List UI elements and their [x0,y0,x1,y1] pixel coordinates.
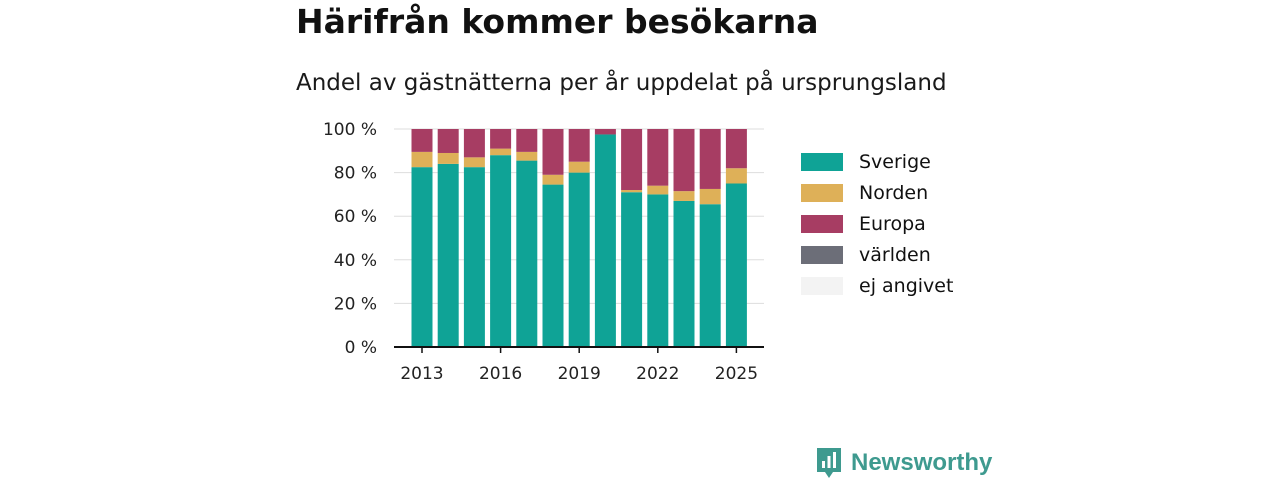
y-tick-label: 80 % [334,164,377,184]
legend: Sverige Norden Europa världen ej angivet [801,146,953,301]
x-tick-label: 2013 [400,364,443,384]
bar-segment-2015-2 [463,129,485,158]
bar-segment-2025-0 [725,183,747,347]
bar-segment-2014-1 [437,152,459,164]
y-tick-label: 60 % [334,207,377,227]
bar-segment-2024-2 [699,129,721,189]
x-tick-label: 2025 [715,364,758,384]
legend-swatch [801,214,843,233]
legend-swatch [801,276,843,295]
newsworthy-logo-icon [817,448,841,478]
bar-segment-2016-2 [490,129,512,149]
legend-item: Norden [801,177,953,208]
bar-segment-2016-1 [490,148,512,156]
bar-segment-2014-0 [437,163,459,347]
bar-segment-2018-2 [542,129,564,175]
bar-segment-2022-2 [647,129,669,186]
x-tick-label: 2019 [558,364,601,384]
bar-segment-2020-0 [594,134,616,347]
bar-segment-2025-2 [725,129,747,169]
y-tick-label: 0 % [345,338,377,358]
legend-label: Norden [859,181,929,204]
legend-item: ej angivet [801,270,953,301]
legend-label: världen [859,243,931,266]
bar-segment-2020-2 [594,129,616,135]
bar-segment-2024-0 [699,204,721,347]
chart-title: Härifrån kommer besökarna [296,2,819,41]
bar-segment-2019-0 [568,172,590,347]
bar-segment-2018-0 [542,184,564,347]
bar-segment-2019-1 [568,161,590,173]
bar-segment-2022-1 [647,185,669,195]
bar-segment-2023-2 [673,129,695,192]
bar-segment-2023-0 [673,200,695,347]
legend-item: Sverige [801,146,953,177]
legend-label: Sverige [859,150,931,173]
legend-swatch [801,245,843,264]
legend-swatch [801,152,843,171]
bar-segment-2021-2 [621,129,643,191]
legend-item: världen [801,239,953,270]
bar-segment-2017-2 [516,129,538,152]
x-tick-label: 2022 [636,364,679,384]
bar-segment-2014-2 [437,129,459,153]
bar-segment-2021-1 [621,190,643,193]
bar-segment-2024-1 [699,188,721,205]
bar-segment-2013-0 [411,167,433,347]
legend-item: Europa [801,208,953,239]
newsworthy-brand: Newsworthy [815,446,992,480]
x-tick-label: 2016 [479,364,522,384]
legend-label: Europa [859,212,926,235]
y-tick-label: 40 % [334,251,377,271]
bar-segment-2025-1 [725,168,747,184]
bar-segment-2021-0 [621,192,643,347]
bar-segment-2015-1 [463,157,485,168]
legend-label: ej angivet [859,274,954,297]
y-tick-label: 20 % [334,294,377,314]
bar-segment-2023-1 [673,191,695,201]
bar-segment-2017-1 [516,151,538,161]
y-tick-label: 100 % [323,120,377,140]
legend-swatch [801,183,843,202]
brand-name: Newsworthy [851,449,993,476]
bar-segment-2018-1 [542,174,564,185]
bar-segment-2016-0 [490,155,512,347]
bar-segment-2017-0 [516,160,538,347]
bar-segment-2013-1 [411,151,433,168]
bar-segment-2019-2 [568,129,590,162]
bar-segment-2022-0 [647,194,669,347]
bar-segment-2013-2 [411,129,433,152]
bar-segment-2015-0 [463,167,485,347]
chart-subtitle: Andel av gästnätterna per år uppdelat på… [296,70,947,96]
